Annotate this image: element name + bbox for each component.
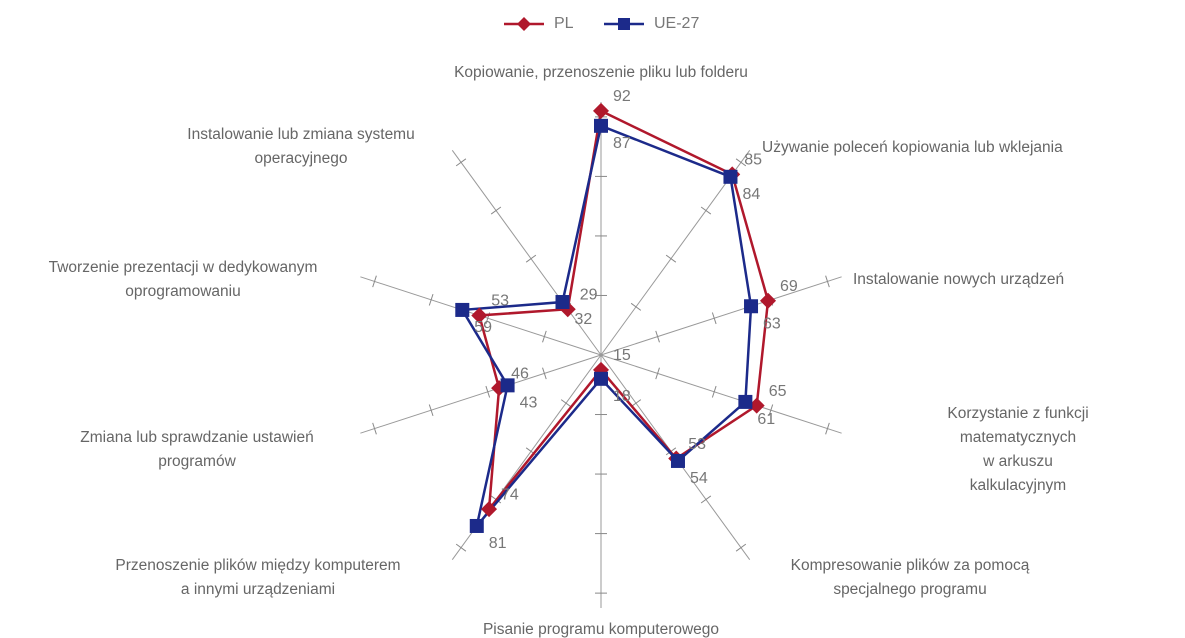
value-label: 65 [769,383,787,400]
tick-mark [455,158,467,167]
marker [593,102,609,119]
tick-mark [711,312,717,325]
value-label: 87 [613,135,631,152]
value-label: 92 [613,88,631,105]
tick-mark [428,404,434,417]
tick-mark [735,158,747,167]
marker [469,518,484,533]
marker [723,169,738,184]
tick-mark [372,422,377,435]
spoke [600,276,842,356]
marker [670,453,685,468]
legend-label: PL [554,15,574,32]
marker [594,118,608,133]
marker [471,307,488,324]
axis-label: Kopiowanie, przenoszenie pliku lub folde… [454,64,748,81]
value-label: 15 [613,347,631,364]
value-label: 53 [688,436,706,453]
marker [455,302,470,317]
series-line [460,124,753,527]
axis-label: Tworzenie prezentacji w dedykowanym opro… [48,259,318,300]
axis-label: Zmiana lub sprawdzanie ustawień programó… [80,429,314,470]
spoke [451,150,602,356]
tick-mark [490,206,502,215]
axis-label: Instalowanie nowych urządzeń [853,271,1065,288]
spoke [600,150,751,356]
value-label: 29 [580,286,598,303]
value-label: 59 [474,319,492,336]
value-label: 46 [511,365,529,382]
axis-label: Instalowanie lub zmiana systemu operacyj… [187,126,415,167]
tick-mark [542,330,547,343]
tick-mark [735,543,747,552]
tick-mark [768,404,774,417]
tick-mark [560,399,572,408]
tick-mark [711,385,717,398]
marker [555,295,570,310]
axis-label: Pisanie programu komputerowego [482,621,720,638]
tick-mark [655,367,660,380]
value-label: 69 [780,278,798,295]
spoke [600,354,842,434]
tick-mark [455,543,467,552]
value-label: 74 [501,486,519,503]
tick-mark [825,275,830,288]
tick-mark [630,302,642,311]
value-label: 32 [575,311,593,328]
axis-label: Korzystanie z funkcji matematycznych w a… [947,405,1089,494]
value-label: 85 [744,152,762,169]
value-label: 84 [742,186,760,203]
value-label: 43 [520,395,538,412]
marker [481,501,498,518]
tick-mark [525,254,537,263]
tick-mark [485,385,491,398]
value-label: 81 [489,535,507,552]
value-label: 61 [757,411,775,428]
tick-mark [700,206,712,215]
tick-mark [825,422,830,435]
legend-marker [517,17,531,31]
value-label: 53 [491,293,509,310]
tick-mark [372,275,377,288]
marker [748,397,765,414]
tick-mark [655,330,660,343]
marker [500,378,515,393]
axis-label: Używanie poleceń kopiowania lub wklejani… [762,139,1063,156]
marker [738,394,753,409]
marker [760,292,777,309]
spoke [360,354,602,434]
value-label: 63 [763,315,781,332]
legend-marker [618,18,630,30]
tick-mark [428,293,434,306]
marker [744,299,759,314]
tick-mark [700,495,712,504]
axis-label: Kompresowanie plików za pomocą specjalne… [790,557,1030,598]
tick-mark [542,367,547,380]
axis-label: Przenoszenie plików między komputerem a … [115,557,401,598]
value-label: 54 [690,470,708,487]
tick-mark [665,254,677,263]
marker [594,371,608,386]
value-label: 18 [613,388,631,405]
legend-label: UE-27 [654,15,699,32]
